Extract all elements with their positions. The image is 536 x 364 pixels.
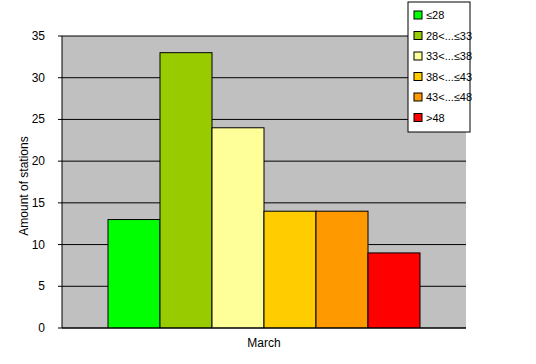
- grid-line: [62, 119, 466, 120]
- grid-line: [62, 328, 466, 329]
- legend-swatch: [414, 52, 422, 60]
- legend-label: ≤28: [426, 9, 444, 21]
- tick-label: 25: [32, 112, 46, 126]
- bar: [212, 128, 264, 328]
- tick-label: 30: [32, 71, 46, 85]
- plot-area: [62, 36, 466, 328]
- tick-label: 15: [32, 196, 46, 210]
- bar: [316, 211, 368, 328]
- bar: [108, 220, 160, 328]
- y-axis-label: Amount of stations: [17, 136, 31, 235]
- legend-swatch: [414, 11, 422, 19]
- chart-container: 0 5 10 15 20 25 30 35 March Amount of stations ≤28…: [0, 0, 536, 364]
- bar: [160, 53, 212, 328]
- tick-mark: [58, 244, 62, 245]
- tick-mark: [58, 119, 62, 120]
- tick-mark: [58, 77, 62, 78]
- legend-swatch: [414, 73, 422, 81]
- tick-label: 20: [32, 154, 46, 168]
- bars: [108, 53, 420, 328]
- category-label: March: [247, 336, 280, 350]
- tick-label: 35: [32, 29, 46, 43]
- legend-label: 38<...≤43: [426, 71, 472, 83]
- legend-swatch: [414, 93, 422, 101]
- grid-line: [62, 36, 466, 37]
- grid-line: [62, 77, 466, 78]
- bar: [368, 253, 420, 328]
- legend-label: 43<...≤48: [426, 91, 472, 103]
- legend-swatch: [414, 32, 422, 40]
- chart-svg: 0 5 10 15 20 25 30 35 March Amount of stations ≤28…: [0, 0, 536, 364]
- legend: ≤28 28<...≤33 33<...≤38 38<...≤43 43<...≤48 >…: [408, 2, 472, 132]
- tick-label: 0: [38, 321, 45, 335]
- tick-label: 5: [38, 279, 45, 293]
- tick-mark: [58, 36, 62, 37]
- tick-mark: [58, 161, 62, 162]
- legend-swatch: [414, 114, 422, 122]
- legend-label: >48: [426, 112, 445, 124]
- x-axis: [62, 328, 466, 329]
- tick-mark: [58, 202, 62, 203]
- tick-mark: [58, 286, 62, 287]
- y-axis: [62, 36, 63, 328]
- bar: [264, 211, 316, 328]
- legend-label: 33<...≤38: [426, 50, 472, 62]
- legend-label: 28<...≤33: [426, 30, 472, 42]
- tick-label: 10: [32, 238, 46, 252]
- tick-mark: [58, 328, 62, 329]
- legend-box: [408, 2, 470, 132]
